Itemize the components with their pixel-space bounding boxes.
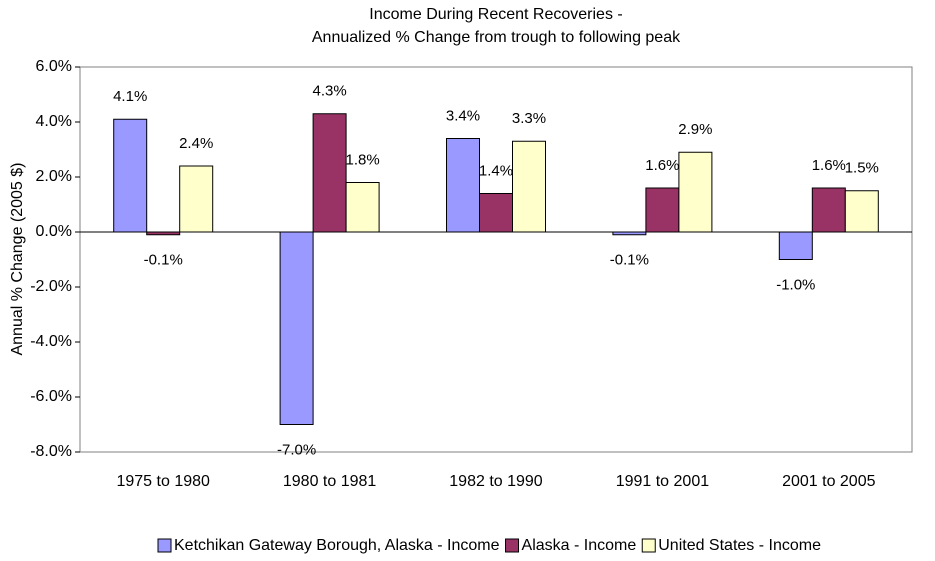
y-tick-label: -2.0% [30,278,72,295]
x-tick-label: 1980 to 1981 [283,473,377,490]
legend-label: Ketchikan Gateway Borough, Alaska - Inco… [174,537,500,554]
data-label: -0.1% [144,252,183,269]
legend-label: United States - Income [658,537,821,554]
y-tick-label: -8.0% [30,443,72,460]
bar [345,182,380,233]
x-tick-label: 1991 to 2001 [616,473,710,490]
x-tick-label: 1975 to 1980 [116,473,210,490]
y-tick-label: 4.0% [36,113,72,130]
data-label: 1.8% [345,151,379,168]
bar [678,151,713,233]
data-label: 4.3% [312,83,346,100]
x-tick-label: 2001 to 2005 [782,473,876,490]
x-tick-label: 1982 to 1990 [449,473,543,490]
data-label: 2.9% [678,121,712,138]
data-label: 3.4% [446,107,480,124]
data-label: -7.0% [277,441,316,458]
y-tick-label: -4.0% [30,333,72,350]
legend-swatch [641,538,656,553]
data-label: 1.4% [479,162,513,179]
plot-area [79,66,913,453]
legend-swatch [505,538,520,553]
data-label: 1.5% [845,160,879,177]
bar [778,231,813,260]
chart-subtitle: Annualized % Change from trough to follo… [312,29,681,46]
data-label: 1.6% [812,157,846,174]
data-label: 3.3% [512,110,546,127]
bar [811,187,846,233]
bar [844,190,879,233]
bar [279,231,314,425]
data-label: 2.4% [179,135,213,152]
bar [179,165,214,233]
bar [512,140,546,233]
data-label: -1.0% [776,276,815,293]
bar [645,187,680,233]
chart-title: Income During Recent Recoveries - [369,6,622,23]
bar [479,193,513,233]
y-tick-label: 0.0% [36,223,72,240]
legend-label: Alaska - Income [522,537,637,554]
data-label: 4.1% [113,88,147,105]
bar [113,118,148,233]
data-label: 1.6% [645,157,679,174]
y-tick-label: 6.0% [36,58,72,75]
y-tick-label: -6.0% [30,388,72,405]
y-axis-label: Annual % Change (2005 $) [9,162,26,355]
legend-swatch [157,538,172,553]
data-label: -0.1% [610,252,649,269]
bar [446,138,480,233]
y-tick-label: 2.0% [36,168,72,185]
bar [312,113,347,233]
